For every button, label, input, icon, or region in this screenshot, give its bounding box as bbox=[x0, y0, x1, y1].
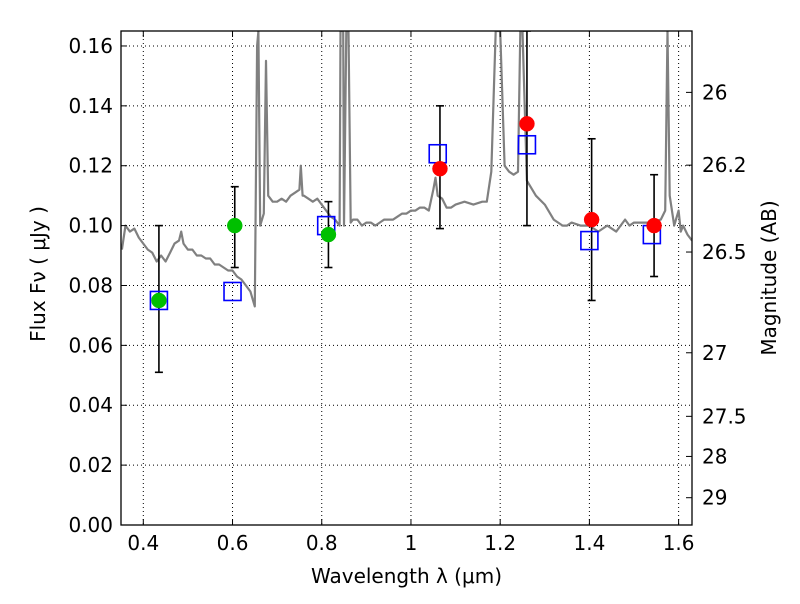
axis-ticks: 0.4 0.6 0.8 1 1.2 1.4 1.6 0.00 0.02 0.04 0.06 0.08 0… bbox=[68, 31, 747, 555]
y-tick-label: 0.06 bbox=[68, 333, 113, 357]
x-tick-label: 1.4 bbox=[573, 531, 605, 555]
x-tick-label: 1 bbox=[405, 531, 418, 555]
x-tick-label: 0.8 bbox=[306, 531, 338, 555]
observed-flux-point bbox=[151, 292, 167, 309]
y-tick-label: 0.10 bbox=[68, 214, 113, 238]
x-tick-label: 1.2 bbox=[484, 531, 516, 555]
y2-tick-label: 27 bbox=[702, 341, 727, 365]
plot-area bbox=[121, 31, 692, 374]
grid bbox=[121, 31, 692, 526]
y-tick-label: 0.16 bbox=[68, 34, 113, 58]
observed-flux-point bbox=[320, 226, 337, 243]
y-tick-label: 0.08 bbox=[68, 273, 113, 297]
y2-tick-label: 29 bbox=[702, 486, 727, 510]
x-axis-label: Wavelength λ (μm) bbox=[311, 564, 502, 588]
observed-flux-point bbox=[432, 160, 448, 177]
x-tick-label: 0.6 bbox=[217, 531, 249, 555]
y-tick-label: 0.14 bbox=[68, 94, 113, 118]
y-axis-label: Flux Fν ( μJy ) bbox=[26, 206, 50, 342]
observed-flux-point bbox=[646, 217, 662, 234]
y-tick-label: 0.02 bbox=[68, 453, 113, 477]
x-tick-label: 1.6 bbox=[663, 531, 695, 555]
observed-flux-point bbox=[583, 211, 600, 228]
y2-tick-label: 26 bbox=[702, 80, 727, 104]
y-tick-label: 0.12 bbox=[68, 154, 113, 178]
y-tick-label: 0.00 bbox=[68, 513, 113, 537]
observed-flux-point bbox=[519, 116, 535, 132]
model-photometry-square bbox=[428, 143, 448, 164]
model-photometry-square bbox=[149, 290, 169, 311]
observed-flux-point bbox=[227, 217, 243, 234]
y2-tick-label: 26.5 bbox=[702, 240, 747, 264]
model-photometry-square bbox=[517, 134, 537, 155]
model-photometry-square bbox=[223, 281, 242, 302]
model-photometry-square bbox=[580, 230, 599, 251]
model-spectrum-line bbox=[121, 31, 692, 308]
y-tick-label: 0.04 bbox=[68, 393, 113, 417]
y2-tick-label: 26.2 bbox=[702, 153, 747, 177]
plot-frame bbox=[120, 30, 693, 526]
y2-tick-label: 28 bbox=[702, 444, 727, 468]
x-tick-label: 0.4 bbox=[127, 531, 159, 555]
y2-tick-label: 27.5 bbox=[702, 404, 747, 428]
y2-axis-label: Magnitude (AB) bbox=[757, 200, 781, 355]
